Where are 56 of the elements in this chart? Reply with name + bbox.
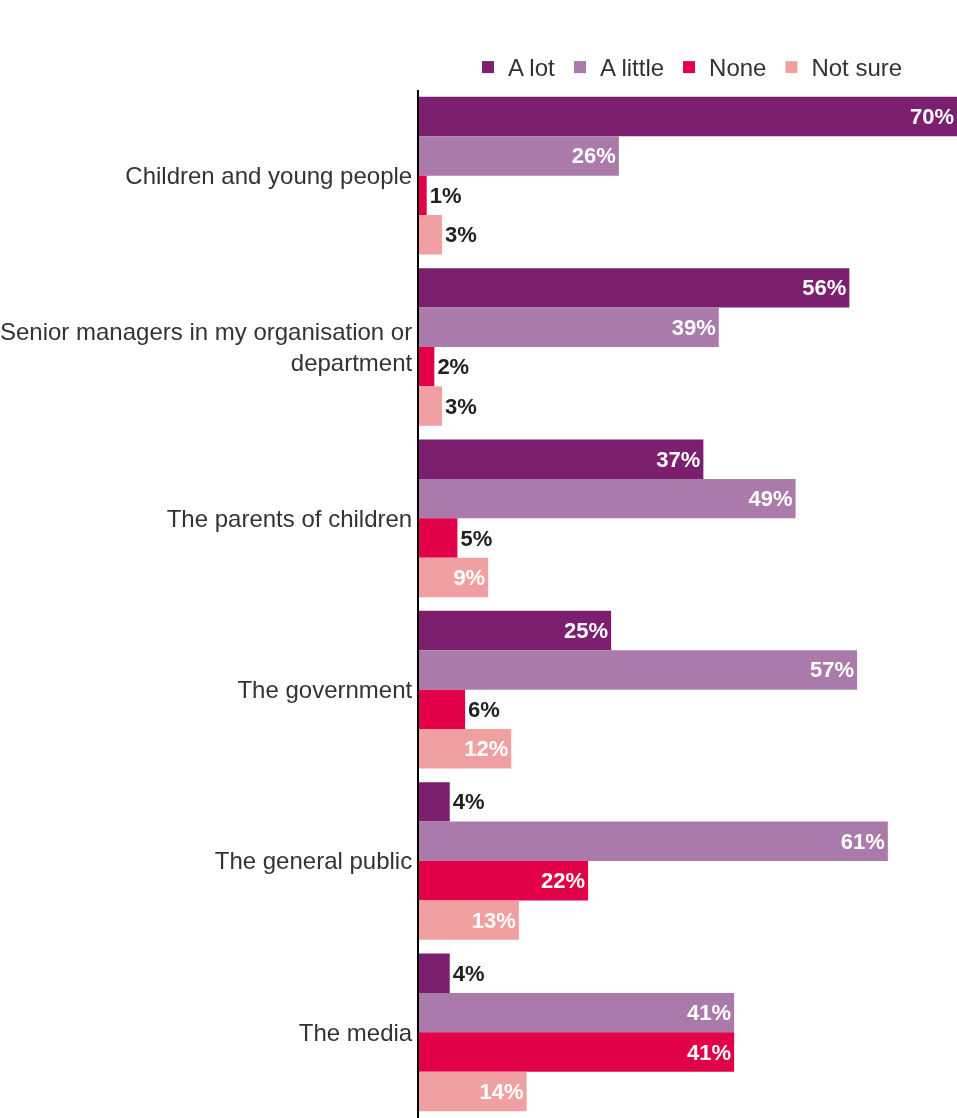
bar [419, 861, 589, 901]
bar [419, 347, 435, 387]
data-label: 56% [802, 275, 847, 301]
data-label: 3% [445, 222, 477, 248]
data-label: 61% [840, 828, 885, 854]
bar [419, 821, 888, 861]
bar [419, 953, 450, 993]
bar [419, 782, 450, 822]
bar [419, 268, 850, 308]
bar [419, 175, 427, 216]
data-label: 22% [541, 868, 586, 894]
y-tick-label: The parents of children [166, 504, 413, 532]
bar [419, 96, 957, 137]
data-label: 4% [452, 960, 485, 986]
data-label: 3% [445, 393, 477, 419]
data-label: 39% [671, 314, 716, 340]
legend-label: None [709, 54, 767, 82]
y-tick-label: Senior managers in my organisation or department [0, 317, 413, 376]
data-label: 49% [748, 486, 793, 512]
bar [419, 215, 443, 255]
bar [419, 992, 735, 1033]
bar [419, 689, 466, 730]
y-tick-label: The general public [214, 847, 413, 875]
bar [419, 650, 858, 690]
bar [419, 478, 796, 519]
y-tick-label: Children and young people [125, 162, 413, 190]
bar [419, 1071, 527, 1112]
data-label: 5% [460, 525, 493, 551]
legend-label: A lot [508, 54, 556, 82]
bar [419, 307, 719, 347]
legend-label: A little [600, 54, 665, 82]
data-label: 4% [452, 789, 485, 815]
data-label: 2% [437, 354, 470, 380]
data-label: 1% [429, 182, 462, 208]
bar [419, 1032, 735, 1072]
data-label: 12% [464, 736, 509, 762]
data-label: 25% [564, 618, 609, 644]
data-label: 70% [909, 104, 954, 130]
y-tick-label: The media [298, 1018, 413, 1046]
bar [419, 610, 612, 651]
data-label: 41% [687, 1039, 732, 1065]
data-label: 6% [468, 696, 500, 722]
data-label: 13% [471, 907, 516, 933]
data-label: 37% [656, 446, 701, 472]
bar [419, 518, 458, 558]
bar [419, 900, 519, 940]
data-label: 57% [810, 657, 855, 683]
y-tick-label: The government [237, 676, 413, 704]
data-label: 41% [687, 1000, 732, 1026]
data-label: 14% [479, 1078, 524, 1104]
bar [419, 439, 704, 479]
data-label: 26% [571, 143, 616, 169]
bar [419, 386, 443, 426]
legend-label: Not sure [811, 54, 903, 82]
bar [419, 136, 619, 176]
data-label: 9% [453, 564, 486, 590]
